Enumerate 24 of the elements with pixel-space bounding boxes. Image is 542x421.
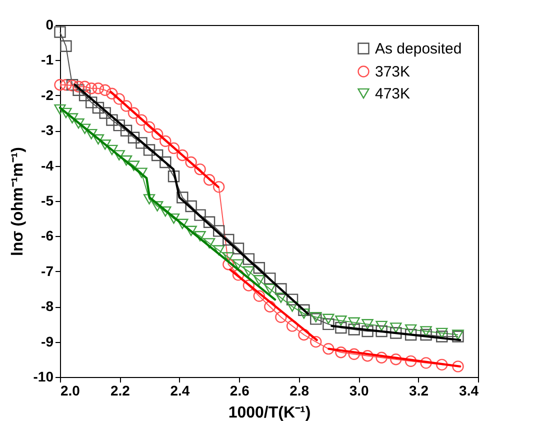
y-tick-label: -7 [41, 262, 54, 279]
x-tick-label: 3.4 [459, 382, 479, 398]
y-tick-label: -10 [33, 368, 54, 384]
y-tick-label: 0 [46, 16, 54, 32]
x-tick-label: 2.2 [110, 382, 130, 398]
legend-label: As deposited [375, 40, 462, 58]
y-tick-label: -9 [41, 333, 54, 350]
legend-label: 373K [375, 64, 410, 80]
legend-label: 473K [375, 86, 410, 102]
x-tick-label: 2.8 [290, 382, 310, 398]
x-axis-title: 1000/T(K⁻¹) [228, 404, 311, 421]
y-tick-label: -4 [41, 157, 54, 174]
x-tick-label: 2.0 [60, 382, 80, 398]
x-tick-label: 3.2 [409, 382, 429, 398]
y-tick-label: -2 [41, 86, 54, 103]
y-tick-label: -1 [41, 52, 54, 68]
y-tick-label: -6 [41, 228, 54, 244]
x-tick-label: 2.6 [230, 382, 250, 398]
x-tick-label: 2.4 [170, 382, 190, 398]
y-axis-title: lnσ (ohm⁻¹m⁻¹) [9, 147, 26, 256]
y-tick-label: -5 [41, 192, 54, 208]
y-tick-label: -3 [41, 122, 54, 138]
x-tick-label: 3.0 [349, 382, 370, 398]
y-tick-label: -8 [41, 298, 54, 314]
